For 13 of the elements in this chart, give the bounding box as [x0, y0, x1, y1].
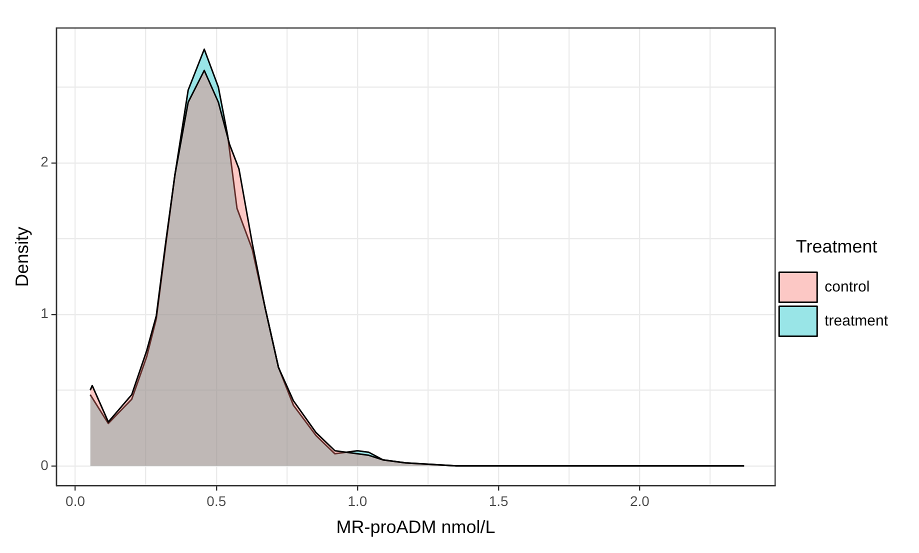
- y-tick-label: 1: [40, 305, 49, 322]
- x-tick-label: 0.0: [66, 492, 86, 509]
- legend-label: control: [824, 278, 870, 296]
- x-axis-title: MR-proADM nmol/L: [336, 517, 496, 538]
- legend-label: treatment: [824, 312, 889, 330]
- x-tick-label: 2.0: [630, 492, 650, 509]
- y-axis-title: Density: [12, 226, 32, 287]
- x-tick-label: 1.0: [348, 492, 368, 509]
- y-tick-label: 0: [40, 456, 49, 473]
- y-tick-label: 2: [40, 154, 49, 170]
- legend-title: Treatment: [796, 236, 878, 257]
- x-tick-label: 0.5: [206, 492, 226, 509]
- x-tick-label: 1.5: [488, 492, 509, 509]
